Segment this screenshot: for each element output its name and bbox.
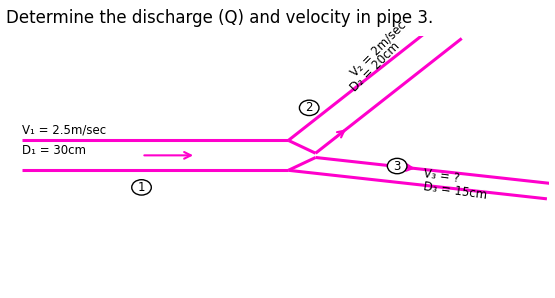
- Text: V₁ = 2.5m/sec: V₁ = 2.5m/sec: [22, 124, 106, 137]
- Text: D₁ = 30cm: D₁ = 30cm: [22, 144, 86, 157]
- Circle shape: [387, 158, 407, 174]
- Circle shape: [132, 180, 152, 195]
- Circle shape: [299, 100, 319, 116]
- Text: V₃ = ?: V₃ = ?: [423, 167, 461, 185]
- Text: Determine the discharge (Q) and velocity in pipe 3.: Determine the discharge (Q) and velocity…: [6, 9, 433, 27]
- Text: V₂ = 2m/sec: V₂ = 2m/sec: [348, 19, 409, 79]
- Text: 1: 1: [138, 181, 145, 194]
- Text: D₃ = 15cm: D₃ = 15cm: [423, 180, 488, 202]
- Text: D₂ = 20cm: D₂ = 20cm: [348, 40, 402, 94]
- Text: 3: 3: [393, 159, 401, 173]
- Text: 2: 2: [305, 101, 313, 114]
